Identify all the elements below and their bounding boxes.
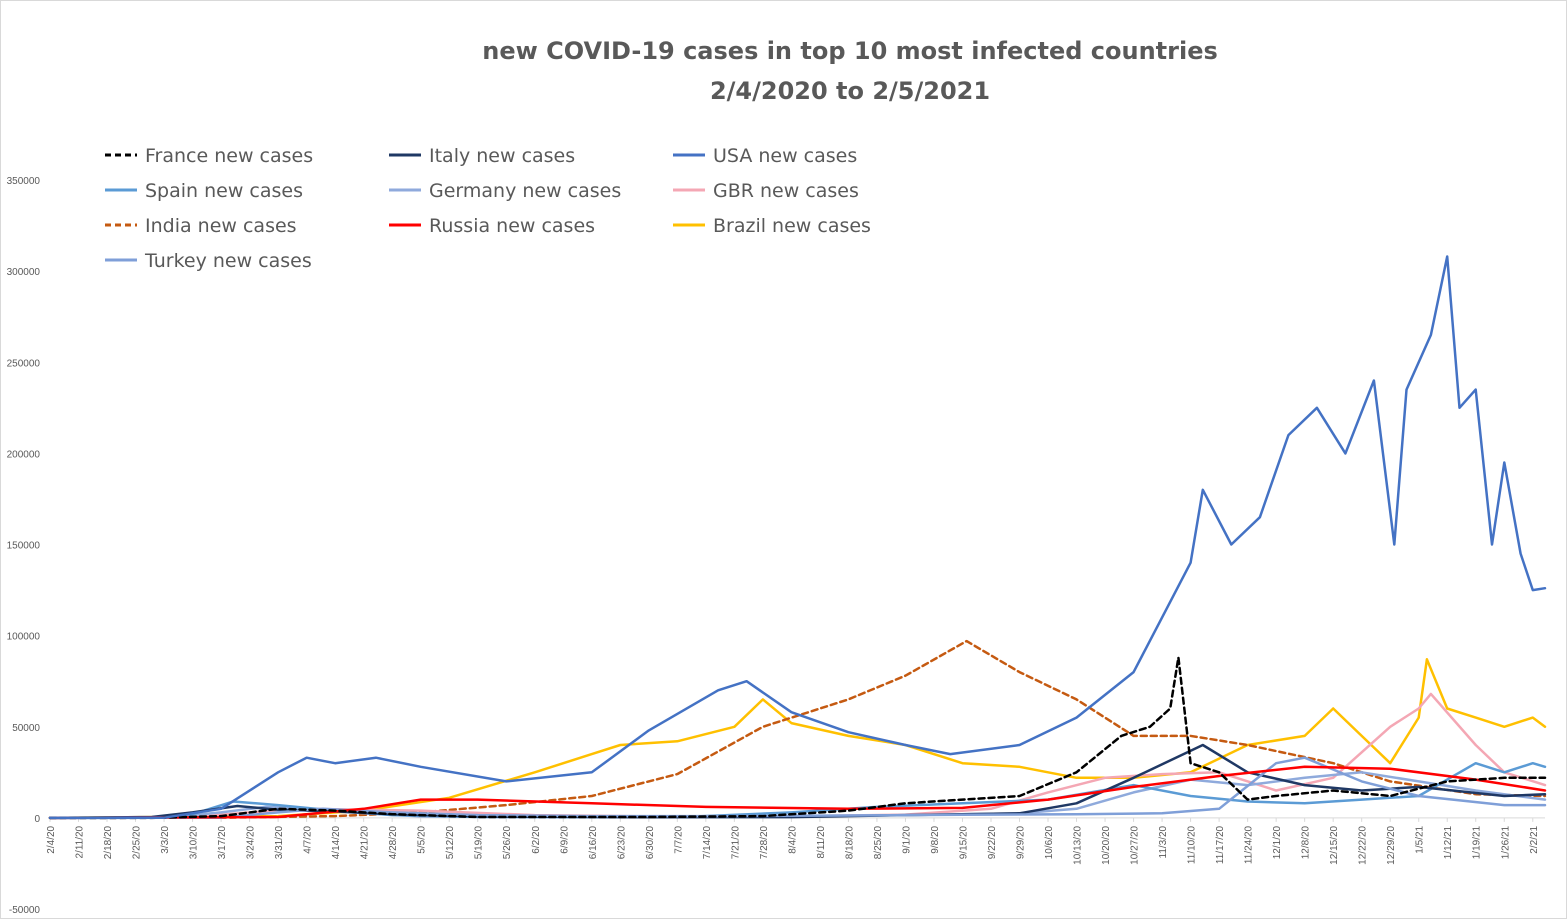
x-tick-label: 4/21/20 [360,825,371,859]
chart-title-line-2: 2/4/2020 to 2/5/2021 [710,77,990,105]
x-tick-label: 3/31/20 [274,825,285,859]
y-tick-label: 250000 [7,358,41,369]
y-tick-label: 150000 [7,541,41,552]
chart-title-line-1: new COVID-19 cases in top 10 most infect… [482,37,1218,65]
x-tick-label: 1/26/21 [1500,825,1511,859]
y-tick-label: 350000 [7,176,41,187]
x-tick-label: 11/10/20 [1187,825,1198,864]
x-tick-label: 2/25/20 [132,825,143,859]
x-tick-label: 1/19/21 [1472,825,1483,859]
series-line-france-new-cases [48,656,1547,820]
x-tick-label: 3/24/20 [246,825,257,859]
x-tick-label: 9/15/20 [958,825,969,859]
x-tick-label: 4/7/20 [303,825,314,853]
x-tick-label: 11/17/20 [1215,825,1226,864]
x-tick-label: 11/24/20 [1244,825,1255,864]
x-tick-label: 9/29/20 [1016,825,1027,859]
y-tick-label: 100000 [7,632,41,643]
x-tick-label: 7/7/20 [673,825,684,853]
x-tick-label: 2/11/20 [75,825,86,858]
x-tick-label: 5/12/20 [445,825,456,859]
y-tick-label: -50000 [9,905,41,916]
x-tick-label: 11/3/20 [1158,825,1169,858]
x-tick-label: 12/1/20 [1272,825,1283,859]
x-tick-label: 10/20/20 [1101,825,1112,864]
x-tick-label: 8/11/20 [816,825,827,858]
x-tick-label: 5/5/20 [417,825,428,853]
x-tick-label: 7/28/20 [759,825,770,859]
x-tick-label: 3/17/20 [217,825,228,859]
x-tick-label: 4/28/20 [388,825,399,859]
x-tick-label: 1/5/21 [1415,825,1426,853]
x-tick-label: 2/4/20 [46,825,57,853]
x-tick-label: 6/2/20 [531,825,542,853]
legend-label: India new cases [145,215,297,237]
x-tick-label: 6/16/20 [588,825,599,859]
x-tick-label: 7/14/20 [702,825,713,859]
legend-label: USA new cases [713,145,857,167]
x-tick-label: 3/10/20 [189,825,200,859]
x-tick-label: 9/1/20 [901,825,912,853]
x-tick-label: 10/27/20 [1130,825,1141,864]
x-tick-label: 8/25/20 [873,825,884,859]
x-tick-label: 8/4/20 [787,825,798,853]
legend-label: France new cases [145,145,313,167]
x-tick-label: 7/21/20 [730,825,741,859]
y-tick-label: 300000 [7,267,41,278]
x-tick-label: 4/14/20 [331,825,342,859]
x-tick-label: 6/23/20 [616,825,627,859]
x-tick-label: 9/22/20 [987,825,998,859]
legend: France new cases Italy new cases USA new c… [105,145,871,272]
series-line-spain-new-cases [48,761,1547,820]
x-tick-label: 12/15/20 [1329,825,1340,864]
x-tick-label: 10/6/20 [1044,825,1055,859]
legend-label: Germany new cases [429,180,621,202]
x-tick-label: 10/13/20 [1073,825,1084,864]
x-tick-label: 12/8/20 [1301,825,1312,859]
legend-label: Turkey new cases [144,250,312,272]
x-tick-label: 12/29/20 [1386,825,1397,864]
series-layer [48,255,1547,820]
x-tick-label: 2/18/20 [103,825,114,859]
y-tick-label: 50000 [12,723,40,734]
y-tick-label: 200000 [7,449,41,460]
x-tick-label: 6/30/20 [645,825,656,859]
x-tick-label: 2/2/21 [1529,825,1540,853]
x-tick-label: 5/26/20 [502,825,513,859]
legend-label: Brazil new cases [713,215,871,237]
y-tick-label: 0 [34,814,40,825]
x-tick-label: 12/22/20 [1358,825,1369,864]
x-tick-label: 5/19/20 [474,825,485,859]
series-line-turkey-new-cases [48,756,1547,820]
x-tick-label: 1/12/21 [1443,825,1454,859]
x-tick-label: 8/18/20 [844,825,855,859]
series-line-gbr-new-cases [48,692,1547,820]
series-line-russia-new-cases [48,765,1547,820]
series-line-brazil-new-cases [48,658,1547,820]
legend-label: Spain new cases [145,180,303,202]
legend-label: Russia new cases [429,215,595,237]
x-tick-label: 3/3/20 [160,825,171,853]
x-tick-label: 6/9/20 [559,825,570,853]
legend-label: Italy new cases [429,145,575,167]
x-tick-label: 9/8/20 [930,825,941,853]
series-line-usa-new-cases [48,255,1547,820]
legend-label: GBR new cases [713,180,859,202]
axis-layer: -50000 0 50000 100000 150000 200000 250000 3000… [7,176,1545,916]
